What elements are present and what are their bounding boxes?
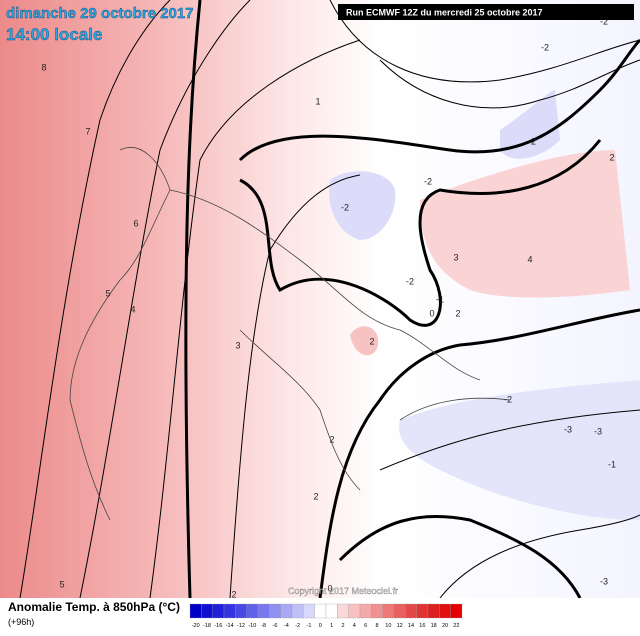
legend-tick-label: 16 [419,623,425,629]
contour-label: 8 [41,62,46,72]
legend-swatch [280,603,293,619]
copyright: Copyright 2017 Meteociel.fr [288,586,398,596]
contour-label: -3 [594,426,602,436]
contour-label: -2 [341,202,349,212]
legend-tick-label: -1 [307,623,312,629]
legend-tick-label: 0 [319,623,322,629]
legend-tick-label: -20 [192,623,200,629]
footer-lead: (+96h) [8,617,34,627]
legend-tick-label: 18 [431,623,437,629]
contour-label: 1 [315,96,320,106]
legend-swatch [189,603,202,619]
legend-swatch [201,603,213,619]
cold-area [500,90,560,159]
legend-swatch [359,603,372,619]
legend-swatch [235,603,247,619]
contour-label: 3 [235,340,240,350]
legend-swatch [223,603,236,619]
legend-tick-label: 12 [397,623,403,629]
contour-label: 3 [453,252,458,262]
legend-swatch [337,603,349,619]
contour-label: 0 [327,583,332,593]
legend-tick-label: 1 [330,623,333,629]
legend-swatch [257,603,270,619]
legend-tick-label: 4 [353,623,356,629]
contour-label: -1 [436,294,444,304]
legend-tick-label: -16 [214,623,222,629]
contour-label: 2 [609,152,614,162]
legend-swatch [450,603,463,619]
warm-area [420,150,630,298]
contour-label: -2 [504,394,512,404]
contour-label: 5 [105,288,110,298]
contour-label: 7 [85,126,90,136]
legend-tick-label: -8 [261,623,266,629]
legend-swatch [427,603,440,619]
color-legend: -20 -18 -16 -14 -12 -10 -8 -6 -4 -2 -1 0 1 2 4 6 8 10 12 14… [189,603,463,629]
contour-label: -3 [600,576,608,586]
contour-label: -1 [608,459,616,469]
footer-title: Anomalie Temp. à 850hPa (°C) [8,600,180,614]
contour-label: -2 [424,176,432,186]
contour-label: -2 [541,42,549,52]
legend-swatch [405,603,417,619]
legend-tick-label: 20 [442,623,448,629]
legend-tick-label: 2 [341,623,344,629]
legend-swatch [325,603,338,619]
legend-tick-label: 6 [364,623,367,629]
map-date: dimanche 29 octobre 2017 [6,5,194,22]
map-background [0,0,640,598]
legend-swatch [246,603,259,619]
contour-label: 6 [133,218,138,228]
contour-label: 2 [231,589,236,599]
legend-swatch [382,603,395,619]
legend-swatch [371,603,383,619]
contour-label: -3 [564,424,572,434]
legend-swatch [303,603,315,619]
contours [19,0,640,599]
legend-swatch [314,603,327,619]
legend-swatch [291,603,304,619]
cold-area [399,380,640,520]
contour-label: -2 [406,276,414,286]
coastlines [69,147,511,521]
contour-label: 5 [59,579,64,589]
legend-tick-label: -10 [248,623,256,629]
contour-label: 2 [455,308,460,318]
map-time: 14:00 locale [6,25,102,44]
legend-swatch [212,603,225,619]
legend-swatch [348,603,361,619]
contour-labels: 8 7 6 5 4 3 1 -2 -2 -2 -2 -2 2 3 4 -2 -1… [41,16,616,599]
legend-tick-label: -12 [237,623,245,629]
zero-contour [184,0,640,599]
legend-tick-label: 14 [408,623,414,629]
contour-label: 0 [429,308,434,318]
legend-swatch [269,603,281,619]
run-info: Run ECMWF 12Z du mercredi 25 octobre 201… [346,8,543,18]
contour-label: 2 [329,434,334,444]
legend-tick-label: -4 [284,623,289,629]
legend-tick-label: 22 [453,623,459,629]
cold-area [329,171,396,240]
legend-swatch [393,603,406,619]
legend-tick-label: -2 [295,623,300,629]
contour-label: 2 [313,491,318,501]
legend-tick-label: 8 [375,623,378,629]
contour-label: -2 [528,136,536,146]
legend-swatch [416,603,429,619]
contour-label: 4 [527,254,532,264]
legend-tick-label: -18 [203,623,211,629]
legend-swatch [439,603,451,619]
legend-tick-label: -6 [273,623,278,629]
legend-tick-label: -14 [226,623,234,629]
contour-label: 2 [369,336,374,346]
warm-area [350,326,379,356]
contour-label: -2 [600,16,608,26]
run-banner [338,4,634,20]
contour-label: 4 [130,304,135,314]
legend-tick-label: 10 [385,623,391,629]
